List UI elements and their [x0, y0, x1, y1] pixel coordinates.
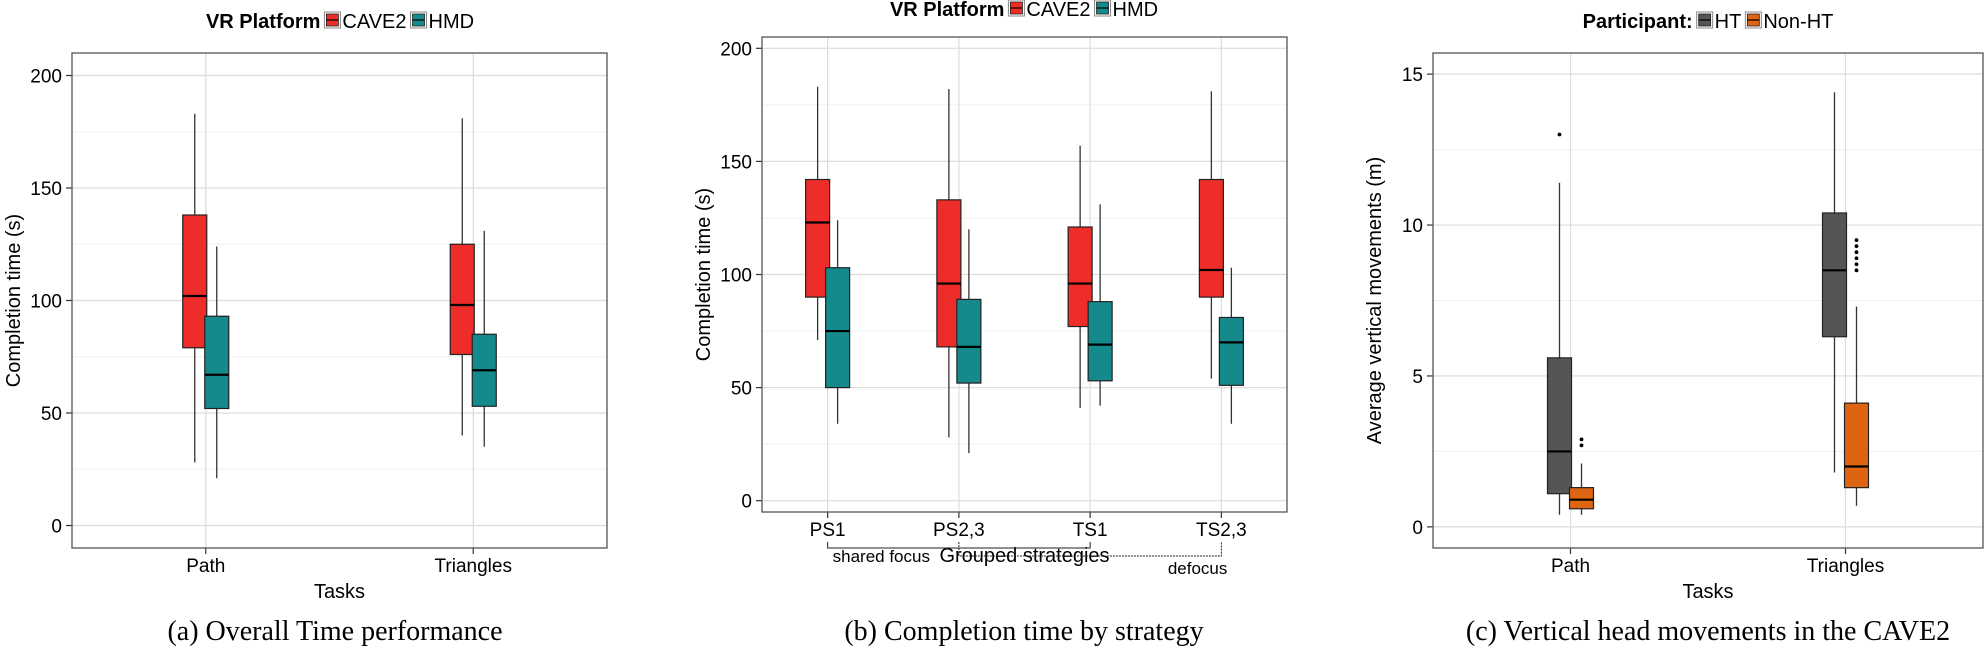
- y-axis-title: Completion time (s): [3, 214, 25, 387]
- box-iqr: [1568, 487, 1595, 510]
- y-tick-label: 100: [30, 292, 62, 313]
- y-tick-label: 150: [720, 152, 752, 173]
- x-tick-label-ps1: PS1: [810, 520, 846, 541]
- box-hmd-triangles: [471, 230, 497, 447]
- y-tick-label: 100: [720, 266, 752, 287]
- x-tick-label-path: Path: [1551, 556, 1590, 577]
- plot-border: [761, 36, 1288, 513]
- defocus-bracket: [958, 542, 1222, 557]
- box-iqr: [1843, 402, 1870, 489]
- legend-key-non-ht: [1744, 11, 1762, 29]
- legend-key-hmd: [410, 11, 428, 29]
- y-tick-label: 15: [1402, 65, 1423, 86]
- outlier-point: [1854, 244, 1859, 249]
- x-tick-label-ts2-3: TS2,3: [1196, 520, 1247, 541]
- box-iqr: [1087, 301, 1113, 382]
- outlier-point: [1854, 268, 1859, 273]
- y-tick-label: 50: [41, 404, 62, 425]
- box-iqr: [449, 243, 475, 356]
- legend-label-non-ht: Non-HT: [1763, 11, 1833, 33]
- x-tick-label-ps2-3: PS2,3: [933, 520, 985, 541]
- legend-label-hmd: HMD: [1113, 0, 1159, 21]
- shared-focus-label: shared focus: [833, 547, 930, 566]
- x-tick-label-path: Path: [186, 556, 225, 577]
- outlier-point: [1854, 238, 1859, 243]
- y-tick-label: 5: [1412, 367, 1423, 388]
- figure-caption: (c) Vertical head movements in the CAVE2: [1466, 616, 1950, 647]
- box-iqr: [204, 315, 230, 410]
- box-iqr: [956, 298, 982, 384]
- y-tick-label: 10: [1402, 216, 1423, 237]
- outlier-point: [1854, 256, 1859, 261]
- box-iqr: [182, 214, 208, 349]
- box-hmd-ts1: [1087, 204, 1113, 406]
- legend-key-hmd: [1094, 0, 1112, 17]
- legend: VR Platform CAVE2 HMD: [206, 11, 474, 33]
- plot-border: [1432, 52, 1984, 549]
- box-hmd-ps2-3: [956, 229, 982, 454]
- outlier-point: [1854, 250, 1859, 255]
- y-tick-label: 0: [1412, 518, 1423, 539]
- y-tick-label: 50: [731, 379, 752, 400]
- x-axis-title: Tasks: [1682, 581, 1733, 603]
- panel-3: 0 5 10 15 Path Triangles Tasks Average vertical…: [1364, 11, 1984, 647]
- box-iqr: [825, 267, 851, 389]
- legend-key-cave2: [1007, 0, 1025, 17]
- y-axis-title: Completion time (s): [693, 188, 715, 361]
- box-cave2-path: [182, 113, 208, 463]
- legend: VR Platform CAVE2 HMD: [890, 0, 1158, 21]
- plot-border: [71, 52, 608, 549]
- box-cave2-triangles: [449, 118, 475, 436]
- outlier-point: [1579, 443, 1584, 448]
- box-hmd-ps1: [825, 220, 851, 424]
- y-tick-label: 200: [30, 67, 62, 88]
- panel-1: 0 50 100 150 200 Path Triangles Tasks Completion…: [3, 11, 608, 647]
- legend-label-ht: HT: [1715, 11, 1742, 33]
- box-iqr: [1821, 212, 1848, 338]
- x-axis-title: Tasks: [314, 581, 365, 603]
- legend-key-cave2: [323, 11, 341, 29]
- y-tick-label: 200: [720, 39, 752, 60]
- box-non-ht-triangles: [1843, 238, 1870, 506]
- strategy-group-brackets: shared focus defocus: [827, 542, 1228, 578]
- legend-label-hmd: HMD: [429, 11, 475, 33]
- box-iqr: [1218, 316, 1244, 386]
- box-iqr: [1198, 178, 1224, 298]
- outlier-point: [1557, 132, 1562, 137]
- box-hmd-ts2-3: [1218, 267, 1244, 424]
- y-tick-label: 0: [741, 492, 752, 513]
- y-tick-label: 0: [51, 517, 62, 538]
- legend-title: VR Platform: [890, 0, 1004, 21]
- y-tick-label: 150: [30, 179, 62, 200]
- box-ht-triangles: [1821, 92, 1848, 473]
- outlier-point: [1579, 437, 1584, 442]
- x-tick-label-triangles: Triangles: [435, 556, 512, 577]
- x-tick-label-ts1: TS1: [1073, 520, 1108, 541]
- figure-caption: (a) Overall Time performance: [167, 616, 502, 647]
- box-non-ht-path: [1568, 437, 1595, 515]
- box-ht-path: [1546, 132, 1573, 515]
- legend-title: VR Platform: [206, 11, 320, 33]
- legend: Participant: HT Non-HT: [1583, 11, 1834, 33]
- y-axis-title: Average vertical movements (m): [1364, 157, 1386, 445]
- legend-title: Participant:: [1583, 11, 1693, 33]
- figure-caption: (b) Completion time by strategy: [844, 616, 1203, 647]
- outlier-point: [1854, 262, 1859, 267]
- legend-label-cave2: CAVE2: [342, 11, 406, 33]
- box-hmd-path: [204, 246, 230, 479]
- box-cave2-ts2-3: [1198, 91, 1224, 379]
- x-tick-label-triangles: Triangles: [1807, 556, 1884, 577]
- legend-label-cave2: CAVE2: [1026, 0, 1090, 21]
- box-iqr: [1546, 357, 1573, 495]
- defocus-label: defocus: [1168, 559, 1228, 578]
- legend-key-ht: [1696, 11, 1714, 29]
